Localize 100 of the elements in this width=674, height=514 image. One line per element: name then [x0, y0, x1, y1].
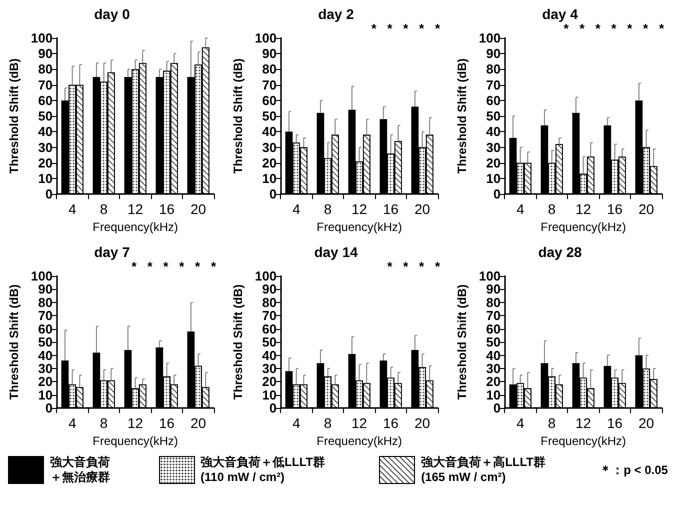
- y-axis-title: Threshold Shift (dB): [231, 284, 245, 400]
- y-tick-label: 60: [486, 321, 501, 336]
- y-tick-label: 90: [262, 46, 277, 62]
- y-tick-label: 80: [38, 294, 53, 310]
- y-tick-label: 30: [486, 140, 501, 155]
- x-tick-label: 12: [352, 201, 368, 218]
- chart-title: day 14: [314, 244, 358, 260]
- legend-label: 強大音負荷＋低LLLT群 (110 mW / cm²): [200, 455, 326, 485]
- legend-label: 強大音負荷＋高LLLT群 (165 mW / cm²): [421, 455, 546, 485]
- y-tick-label: 20: [486, 155, 501, 170]
- x-tick-label: 20: [638, 415, 654, 432]
- x-tick-label: 12: [352, 415, 368, 432]
- y-tick-label: 30: [262, 140, 277, 155]
- y-tick-label: 60: [38, 92, 53, 108]
- x-axis-title: Frequency(kHz): [540, 220, 626, 234]
- y-tick-label: 100: [254, 30, 277, 46]
- y-tick-label: 50: [262, 334, 277, 350]
- y-tick-label: 90: [486, 282, 501, 297]
- y-tick-label: 0: [269, 400, 277, 416]
- y-tick-label: 60: [486, 92, 501, 108]
- x-tick-label: 20: [638, 201, 654, 218]
- chart-title: day 4: [542, 6, 578, 22]
- y-tick-label: 10: [486, 387, 501, 402]
- x-tick-label: 20: [190, 201, 206, 218]
- x-tick-label: 8: [548, 415, 556, 432]
- y-tick-label: 10: [38, 170, 53, 186]
- y-tick-label: 40: [38, 124, 53, 140]
- x-tick-label: 4: [292, 415, 300, 432]
- y-tick-label: 0: [45, 186, 53, 202]
- x-axis-title: Frequency(kHz): [316, 220, 402, 234]
- y-tick-label: 70: [38, 77, 53, 92]
- x-axis-title: Frequency(kHz): [316, 434, 402, 448]
- y-axis-title: Threshold Shift (dB): [7, 284, 21, 400]
- y-tick-label: 0: [493, 186, 501, 202]
- x-tick-label: 4: [516, 201, 524, 218]
- x-tick-label: 4: [292, 201, 300, 218]
- text: * * * *: [387, 259, 440, 274]
- y-tick-label: 100: [30, 30, 53, 46]
- y-tick-label: 30: [38, 140, 53, 155]
- y-tick-label: 40: [486, 348, 501, 363]
- text: * * * * * * *: [564, 21, 664, 36]
- y-tick-label: 90: [38, 282, 53, 297]
- x-tick-label: 4: [68, 201, 76, 218]
- x-tick-label: 16: [158, 201, 175, 218]
- y-tick-label: 70: [486, 308, 501, 324]
- x-tick-label: 16: [606, 415, 623, 432]
- text: * * * * *: [371, 21, 440, 36]
- x-tick-label: 12: [576, 415, 592, 432]
- x-tick-label: 8: [100, 415, 108, 432]
- y-tick-label: 80: [262, 294, 277, 310]
- y-tick-label: 30: [38, 360, 53, 376]
- y-tick-label: 80: [262, 62, 277, 77]
- y-tick-label: 60: [262, 92, 277, 108]
- y-tick-label: 0: [269, 186, 277, 202]
- x-tick-label: 16: [158, 415, 175, 432]
- y-tick-label: 20: [38, 374, 53, 390]
- y-tick-label: 80: [486, 294, 501, 310]
- y-tick-label: 10: [262, 387, 277, 402]
- y-tick-label: 0: [493, 400, 501, 416]
- y-axis-title: Threshold Shift (dB): [7, 58, 21, 174]
- chart-title: day 0: [94, 6, 130, 22]
- y-tick-label: 100: [30, 268, 53, 284]
- y-tick-label: 40: [38, 348, 53, 363]
- y-tick-label: 70: [262, 308, 277, 324]
- x-tick-label: 12: [128, 201, 144, 218]
- x-tick-label: 16: [382, 201, 399, 218]
- chart-title: day 28: [538, 244, 582, 260]
- y-tick-label: 10: [262, 170, 277, 186]
- y-tick-label: 20: [262, 374, 277, 390]
- y-tick-label: 50: [486, 334, 501, 350]
- y-tick-label: 20: [486, 374, 501, 390]
- y-tick-label: 90: [38, 46, 53, 62]
- y-tick-label: 70: [486, 77, 501, 92]
- y-tick-label: 80: [38, 62, 53, 77]
- x-tick-label: 8: [324, 415, 332, 432]
- y-tick-label: 30: [486, 360, 501, 376]
- y-tick-label: 100: [478, 30, 501, 46]
- y-tick-label: 80: [486, 62, 501, 77]
- y-axis-title: Threshold Shift (dB): [455, 284, 469, 400]
- y-tick-label: 40: [262, 348, 277, 363]
- x-axis-title: Frequency(kHz): [92, 220, 178, 234]
- x-tick-label: 16: [606, 201, 623, 218]
- y-tick-label: 100: [254, 268, 277, 284]
- chart-title: day 7: [94, 244, 130, 260]
- chart-title: day 2: [318, 6, 354, 22]
- y-tick-label: 10: [486, 170, 501, 186]
- x-tick-label: 8: [324, 201, 332, 218]
- text: ＊：p < 0.05: [600, 462, 668, 478]
- legend-label: 強大音負荷＋無治療群: [50, 455, 111, 485]
- y-tick-label: 70: [38, 308, 53, 324]
- x-tick-label: 12: [128, 415, 144, 432]
- y-tick-label: 90: [486, 46, 501, 62]
- x-tick-label: 20: [414, 201, 430, 218]
- y-tick-label: 40: [486, 124, 501, 140]
- y-tick-label: 50: [486, 108, 501, 124]
- x-axis-title: Frequency(kHz): [92, 434, 178, 448]
- x-tick-label: 4: [516, 415, 524, 432]
- y-tick-label: 70: [262, 77, 277, 92]
- y-tick-label: 90: [262, 282, 277, 297]
- text: * * * * * *: [131, 259, 216, 274]
